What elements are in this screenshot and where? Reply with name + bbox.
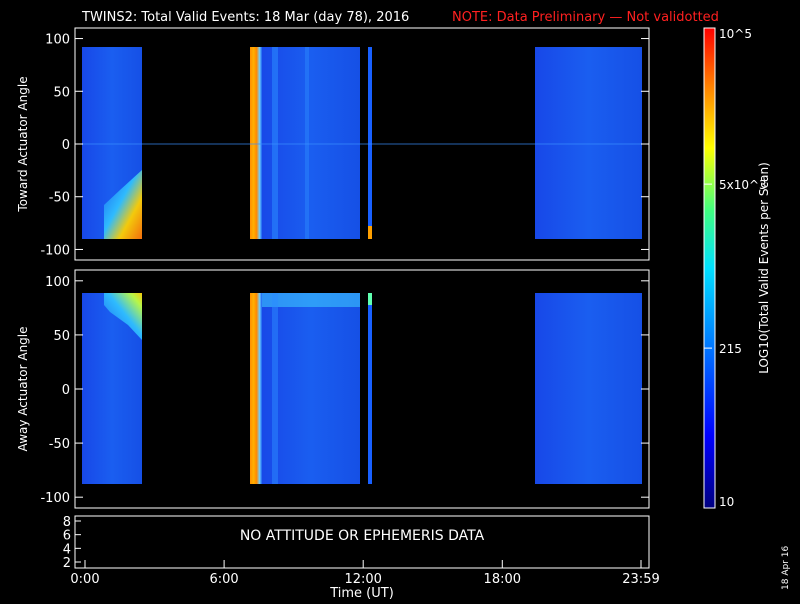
bottom-panel-frame bbox=[74, 515, 650, 569]
colorbar-ticks: 10 215 5x10^3 10^5 bbox=[704, 27, 767, 509]
top-segment-3-hot bbox=[368, 226, 372, 239]
x-tick-label: 6:00 bbox=[209, 572, 238, 587]
colorbar: 10 215 5x10^3 10^5 LOG10(Total Valid Events… bbox=[703, 27, 771, 509]
top-y-tick-label: 0 bbox=[62, 138, 70, 153]
middle-segment-1-enhancement bbox=[104, 293, 142, 340]
top-segment-3 bbox=[368, 47, 372, 239]
colorbar-tick-label: 5x10^3 bbox=[719, 178, 767, 192]
middle-panel: Away Actuator Angle 100 50 0 -50 -100 bbox=[16, 269, 650, 509]
middle-segment-2-streak bbox=[272, 293, 278, 484]
top-segment-2-streak bbox=[305, 47, 309, 239]
top-y-tick-label: -50 bbox=[49, 191, 70, 206]
middle-segment-3 bbox=[368, 293, 372, 484]
chart-title: TWINS2: Total Valid Events: 18 Mar (day … bbox=[81, 10, 409, 25]
middle-segment-4 bbox=[535, 293, 642, 484]
middle-ylabel: Away Actuator Angle bbox=[16, 326, 30, 451]
colorbar-tick-label: 215 bbox=[719, 342, 742, 356]
x-tick-label: 12:00 bbox=[344, 572, 381, 587]
bottom-y-tick-label: 6 bbox=[63, 529, 71, 544]
middle-segment-3-hot bbox=[368, 293, 372, 305]
bottom-xticks: 0:00 6:00 12:00 18:00 23:59 bbox=[70, 560, 660, 587]
top-segment-2-streak bbox=[272, 47, 278, 239]
middle-segment-2-hot bbox=[250, 293, 262, 484]
top-panel: Toward Actuator Angle 100 50 0 -50 -100 bbox=[16, 27, 650, 261]
colorbar-label: LOG10(Total Valid Events per Scan) bbox=[757, 162, 771, 374]
bottom-y-tick-label: 8 bbox=[63, 515, 71, 530]
top-segment-2 bbox=[262, 47, 360, 239]
top-segment-4 bbox=[535, 47, 642, 239]
x-tick-label: 23:59 bbox=[622, 572, 659, 587]
x-tick-label: 0:00 bbox=[70, 572, 99, 587]
middle-y-tick-label: 50 bbox=[53, 329, 70, 344]
bottom-y-tick-label: 2 bbox=[63, 556, 71, 571]
top-row-line bbox=[82, 143, 642, 145]
no-data-message: NO ATTITUDE OR EPHEMERIS DATA bbox=[240, 528, 485, 544]
middle-yticks: 100 50 0 -50 -100 bbox=[40, 275, 649, 506]
colorbar-tick-label: 10 bbox=[719, 495, 734, 509]
top-y-tick-label: -100 bbox=[40, 243, 70, 258]
middle-segment-2 bbox=[262, 293, 360, 484]
date-stamp: 18 Apr 16 bbox=[781, 546, 791, 590]
middle-y-tick-label: 0 bbox=[62, 383, 70, 398]
colorbar-scale bbox=[703, 27, 716, 509]
middle-segment-2-band bbox=[262, 293, 360, 307]
colorbar-tick-label: 10^5 bbox=[719, 27, 752, 41]
preliminary-note: NOTE: Data Preliminary — Not validotted bbox=[452, 10, 719, 25]
middle-panel-data bbox=[82, 293, 642, 484]
bottom-y-tick-label: 4 bbox=[63, 542, 71, 557]
top-ylabel: Toward Actuator Angle bbox=[16, 76, 30, 212]
top-y-tick-label: 50 bbox=[53, 85, 70, 100]
middle-y-tick-label: -50 bbox=[49, 437, 70, 452]
top-yticks: 100 50 0 -50 -100 bbox=[40, 33, 649, 258]
middle-y-tick-label: 100 bbox=[45, 275, 70, 290]
top-y-tick-label: 100 bbox=[45, 33, 70, 48]
top-segment-1-enhancement bbox=[104, 170, 142, 239]
top-panel-data bbox=[82, 47, 642, 239]
x-axis-label: Time (UT) bbox=[329, 586, 394, 600]
middle-y-tick-label: -100 bbox=[40, 491, 70, 506]
x-tick-label: 18:00 bbox=[484, 572, 521, 587]
top-segment-2-hot bbox=[250, 47, 262, 239]
